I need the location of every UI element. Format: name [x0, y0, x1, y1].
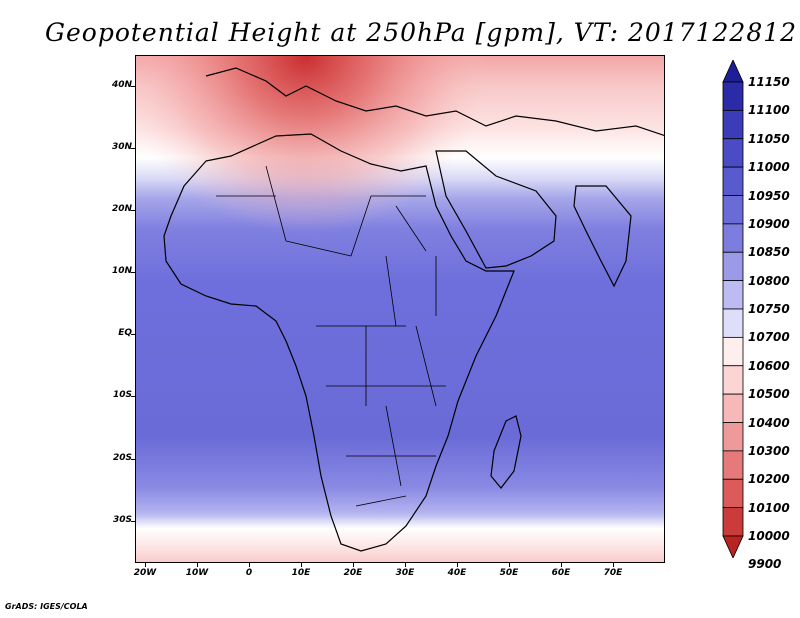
lat-label-40n: 40N — [111, 80, 132, 90]
colorbar-label: 10500 — [748, 387, 790, 402]
lat-label-10s: 10S — [112, 390, 132, 400]
lon-tick — [301, 562, 302, 567]
colorbar — [722, 60, 744, 558]
colorbar-label: 10950 — [748, 188, 790, 203]
colorbar-label: 10850 — [748, 245, 790, 260]
lon-tick — [561, 562, 562, 567]
colorbar-box — [722, 166, 744, 196]
lat-tick — [131, 521, 136, 522]
lat-label-30n: 30N — [111, 142, 132, 152]
colorbar-label: 10400 — [748, 415, 790, 430]
colorbar-box — [722, 308, 744, 338]
madagascar-coastline — [490, 415, 522, 489]
india-coastline — [573, 185, 632, 288]
lon-label-10e: 10E — [291, 568, 311, 578]
lat-label-eq: EQ — [118, 328, 132, 338]
lon-tick — [405, 562, 406, 567]
lon-label-30e: 30E — [395, 568, 415, 578]
colorbar-box — [722, 251, 744, 282]
lon-tick — [509, 562, 510, 567]
colorbar-label: 10600 — [748, 358, 790, 373]
coastlines — [163, 67, 664, 552]
colorbar-box — [722, 109, 744, 140]
colorbar-label: 10700 — [748, 330, 790, 345]
colorbar-label: 10800 — [748, 273, 790, 288]
lon-label-0: 0 — [245, 568, 253, 578]
lon-label-20e: 20E — [343, 568, 363, 578]
lat-tick — [131, 86, 136, 87]
colorbar-box — [722, 336, 744, 367]
europe-coastline — [205, 67, 664, 136]
borders — [216, 165, 446, 507]
colorbar-box — [722, 507, 744, 537]
lat-tick — [131, 148, 136, 149]
lat-label-10n: 10N — [111, 266, 132, 276]
colorbar-box — [722, 450, 744, 480]
lon-label-60e: 60E — [551, 568, 571, 578]
footer-credit: GrADS: IGES/COLA — [5, 602, 88, 611]
colorbar-box — [722, 478, 744, 509]
lon-tick — [457, 562, 458, 567]
lat-tick — [131, 210, 136, 211]
colorbar-box — [722, 365, 744, 395]
lat-tick — [131, 272, 136, 273]
colorbar-box — [722, 422, 744, 452]
lon-tick — [613, 562, 614, 567]
lon-label-20w: 20W — [133, 568, 157, 578]
lat-tick — [131, 396, 136, 397]
colorbar-box — [722, 195, 744, 225]
colorbar-box — [722, 393, 744, 423]
africa-coastline — [163, 133, 515, 552]
colorbar-label: 9900 — [748, 557, 782, 572]
arabia-coastline — [435, 150, 557, 269]
lon-tick — [145, 562, 146, 567]
colorbar-label: 10300 — [748, 443, 790, 458]
map-svg — [136, 56, 664, 562]
lon-label-10w: 10W — [185, 568, 209, 578]
lon-tick — [249, 562, 250, 567]
lat-tick — [131, 459, 136, 460]
colorbar-box — [722, 81, 744, 111]
colorbar-label: 10100 — [748, 500, 790, 515]
colorbar-label: 10750 — [748, 302, 790, 316]
lat-tick — [131, 334, 136, 335]
lat-label-30s: 30S — [112, 515, 132, 525]
colorbar-box — [722, 223, 744, 253]
colorbar-box — [722, 138, 744, 168]
chart-title: Geopotential Height at 250hPa [gpm], VT:… — [45, 18, 798, 47]
lon-tick — [353, 562, 354, 567]
map-panel — [135, 55, 665, 563]
mediterranean-low — [136, 56, 664, 562]
colorbar-box — [722, 280, 744, 310]
lon-tick — [197, 562, 198, 567]
colorbar-label: 10200 — [748, 472, 790, 487]
colorbar-label: 11150 — [748, 75, 790, 89]
colorbar-label: 11000 — [748, 160, 790, 175]
lon-label-40e: 40E — [447, 568, 467, 578]
lon-label-50e: 50E — [499, 568, 519, 578]
lon-label-70e: 70E — [603, 568, 623, 578]
colorbar-bottom-arrow — [722, 535, 744, 558]
border-lines — [216, 165, 446, 507]
colorbar-label: 10000 — [748, 529, 790, 543]
colorbar-label: 11100 — [748, 103, 790, 118]
lat-label-20s: 20S — [112, 453, 132, 463]
colorbar-boxes — [722, 60, 744, 558]
lat-label-20n: 20N — [111, 204, 132, 214]
colorbar-top-arrow — [722, 60, 744, 83]
colorbar-label: 10900 — [748, 216, 790, 231]
colorbar-label: 11050 — [748, 131, 790, 146]
